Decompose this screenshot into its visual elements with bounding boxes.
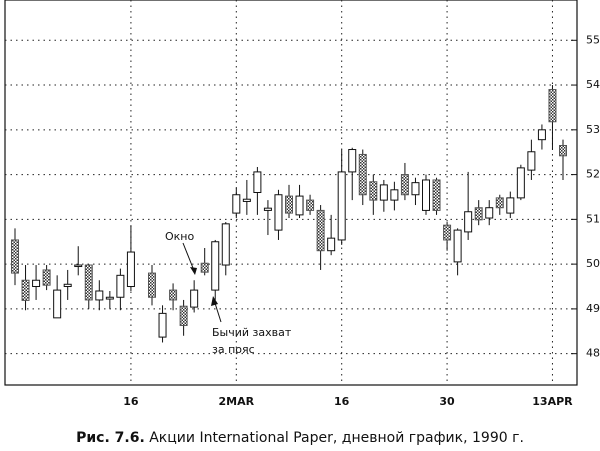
candle-body xyxy=(116,274,125,298)
candle-body xyxy=(485,207,494,219)
candle-body xyxy=(432,179,441,211)
candle-body xyxy=(190,289,199,308)
candle-body xyxy=(379,184,388,201)
candle-body xyxy=(274,194,283,231)
x-tick-label: 13APR xyxy=(532,395,573,408)
candle-body xyxy=(327,237,336,252)
candle-body xyxy=(411,182,420,196)
candle-body xyxy=(295,195,304,216)
caption-text: Акции International Paper, дневной графи… xyxy=(149,430,524,446)
candle-body xyxy=(200,262,209,273)
arrow-head xyxy=(211,296,218,306)
candle-body xyxy=(32,279,41,288)
candle-body xyxy=(11,239,19,274)
candle-body xyxy=(158,312,167,338)
candle-body xyxy=(548,89,557,123)
candle-body xyxy=(348,149,357,173)
annotation: за пояс xyxy=(212,343,255,356)
arrow-head xyxy=(190,267,197,275)
candle-body xyxy=(169,289,178,301)
y-tick-label: 48 xyxy=(586,347,600,360)
candle-body xyxy=(126,251,135,288)
candle-body xyxy=(221,223,230,266)
candle-body xyxy=(400,174,409,196)
y-tick-label: 55 xyxy=(586,33,600,46)
x-tick-label: 16 xyxy=(334,395,350,408)
x-tick-label: 30 xyxy=(439,395,455,408)
figure-label: Рис. 7.6. xyxy=(76,430,145,446)
candle-body xyxy=(506,197,515,214)
candle-body xyxy=(84,264,93,301)
candle-body xyxy=(74,264,83,268)
candle-body xyxy=(422,179,430,211)
candle-body xyxy=(242,198,251,202)
candle-body xyxy=(358,153,367,196)
candle-body xyxy=(337,171,346,241)
candle-body xyxy=(559,144,567,157)
y-tick-label: 50 xyxy=(586,257,600,270)
candle-body xyxy=(285,195,293,214)
annotation: Бычий захват xyxy=(212,326,292,339)
candle-body xyxy=(253,171,262,194)
y-tick-label: 49 xyxy=(586,302,600,315)
candle-body xyxy=(63,283,72,288)
candle-body xyxy=(148,272,156,298)
candle-body xyxy=(95,290,104,301)
annotation: Окно xyxy=(165,230,194,243)
candle-body xyxy=(306,199,315,211)
candle-body xyxy=(21,279,30,301)
candle-body xyxy=(316,209,325,252)
candle-body xyxy=(179,305,188,326)
candle-body xyxy=(453,229,462,263)
x-tick-label: 2MAR xyxy=(219,395,255,408)
y-tick-label: 52 xyxy=(586,168,600,181)
candle-body xyxy=(495,197,504,209)
candle-body xyxy=(537,129,546,141)
candle-body xyxy=(105,296,114,300)
candle-body xyxy=(263,207,272,211)
candle-body xyxy=(516,167,525,199)
y-tick-label: 53 xyxy=(586,123,600,136)
candle-body xyxy=(474,207,483,221)
candle-body xyxy=(42,269,51,286)
y-tick-label: 54 xyxy=(586,78,600,91)
x-tick-label: 16 xyxy=(123,395,139,408)
candle-body xyxy=(232,194,241,214)
candle-body xyxy=(369,181,378,201)
candle-body xyxy=(527,151,536,171)
caption: Рис. 7.6. Акции International Paper, дне… xyxy=(76,430,524,446)
candle-body xyxy=(53,289,62,319)
candle-body xyxy=(464,211,473,233)
plot-frame xyxy=(4,0,578,386)
candle-body xyxy=(390,189,399,201)
candle-body xyxy=(443,224,452,241)
candle-body xyxy=(211,241,220,291)
y-tick-label: 51 xyxy=(586,212,600,225)
